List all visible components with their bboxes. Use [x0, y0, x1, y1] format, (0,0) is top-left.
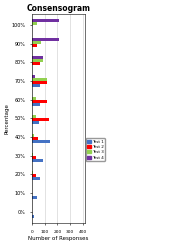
Legend: Test 1, Test 2, Test 3, Test 4: Test 1, Test 2, Test 3, Test 4 [86, 138, 105, 161]
Bar [32, 100, 47, 103]
Bar [32, 140, 50, 143]
Bar [32, 44, 37, 47]
Bar [32, 78, 47, 81]
Bar [32, 177, 40, 180]
Y-axis label: Percentage: Percentage [4, 103, 9, 134]
Bar [32, 41, 41, 44]
Bar [32, 134, 34, 137]
Title: Consensogram: Consensogram [27, 4, 91, 13]
Bar [32, 115, 36, 118]
Bar [32, 19, 59, 22]
Bar [32, 84, 40, 87]
Bar [32, 22, 37, 25]
Bar [32, 103, 40, 106]
X-axis label: Number of Responses: Number of Responses [29, 236, 89, 241]
Bar [32, 62, 40, 65]
Bar [32, 215, 34, 218]
Bar [32, 60, 43, 62]
Bar [32, 137, 38, 140]
Bar [32, 56, 43, 60]
Bar [32, 171, 33, 174]
Bar [32, 97, 36, 100]
Bar [32, 81, 47, 84]
Bar [32, 153, 33, 156]
Bar [32, 159, 43, 162]
Bar [32, 174, 36, 177]
Bar [32, 196, 37, 199]
Bar [32, 38, 59, 41]
Bar [32, 156, 36, 159]
Bar [32, 118, 49, 121]
Bar [32, 121, 39, 124]
Bar [32, 75, 35, 78]
